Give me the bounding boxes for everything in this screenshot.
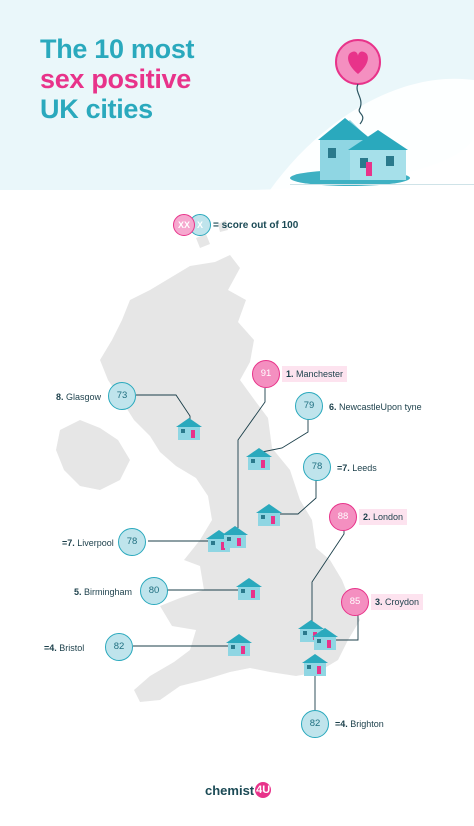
chemist4u-logo: chemist 4U <box>205 782 272 798</box>
city-label-birmingham: 5. Birmingham <box>70 584 136 600</box>
logo-text: chemist <box>205 782 255 798</box>
city-name: Croydon <box>385 597 420 607</box>
legend-text: = score out of 100 <box>213 219 299 231</box>
header-divider <box>290 184 474 185</box>
uk-map-shape <box>56 220 360 702</box>
city-label-glasgow: 8. Glasgow <box>52 389 105 405</box>
rank: 6. <box>329 402 337 412</box>
city-label-liverpool: =7. Liverpool <box>58 535 118 551</box>
city-name: Bristol <box>59 643 85 653</box>
legend-score-circles: XX X <box>173 214 217 236</box>
city-label-london: 2. London <box>359 509 408 525</box>
city-name: NewcastleUpon tyne <box>339 402 422 412</box>
city-name: London <box>373 512 404 522</box>
score-badge-leeds: 78 <box>303 453 331 481</box>
legend: XX X = score out of 100 <box>173 214 298 236</box>
rank: =4. <box>44 643 57 653</box>
rank: 1. <box>286 369 294 379</box>
rank: =7. <box>337 463 350 473</box>
legend-pink-circle: XX <box>173 214 195 236</box>
heart-balloon-icon <box>335 39 381 125</box>
city-label-brighton: =4. Brighton <box>331 716 388 732</box>
score-badge-glasgow: 73 <box>108 382 136 410</box>
city-name: Brighton <box>350 719 384 729</box>
page-title: The 10 most sex positive UK cities <box>40 34 195 124</box>
city-label-manchester: 1. Manchester <box>282 366 348 382</box>
city-label-leeds: =7. Leeds <box>333 460 381 476</box>
city-name: Birmingham <box>84 587 133 597</box>
rank: 8. <box>56 392 64 402</box>
score-badge-newcastle: 79 <box>295 392 323 420</box>
score-badge-manchester: 91 <box>252 360 280 388</box>
score-badge-liverpool: 78 <box>118 528 146 556</box>
rank: 3. <box>375 597 383 607</box>
city-name: Liverpool <box>77 538 114 548</box>
rank: 2. <box>363 512 371 522</box>
city-label-bristol: =4. Bristol <box>40 640 88 656</box>
city-name: Glasgow <box>66 392 102 402</box>
title-line-1: The 10 most <box>40 34 195 64</box>
rank: =4. <box>335 719 348 729</box>
rank: 5. <box>74 587 82 597</box>
city-name: Leeds <box>352 463 377 473</box>
title-line-2: sex positive <box>40 64 191 94</box>
city-label-croydon: 3. Croydon <box>371 594 424 610</box>
city-label-newcastle: 6. NewcastleUpon tyne <box>325 399 426 415</box>
score-badge-brighton: 82 <box>301 710 329 738</box>
score-badge-bristol: 82 <box>105 633 133 661</box>
score-badge-croydon: 85 <box>341 588 369 616</box>
city-name: Manchester <box>296 369 344 379</box>
score-badge-birmingham: 80 <box>140 577 168 605</box>
rank: =7. <box>62 538 75 548</box>
city-house-icons <box>176 418 338 676</box>
logo-mark: 4U <box>255 782 272 798</box>
score-badge-london: 88 <box>329 503 357 531</box>
header-houses-icon <box>290 118 410 186</box>
title-line-3: UK cities <box>40 94 153 124</box>
